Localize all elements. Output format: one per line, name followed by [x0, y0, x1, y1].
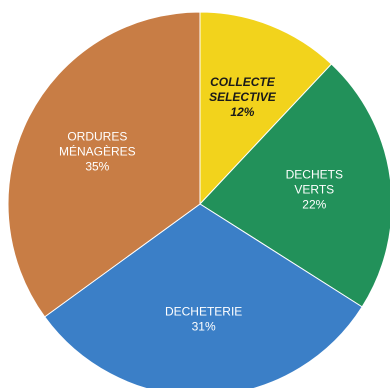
pie-slice-label-line-0-0: COLLECTE [210, 75, 276, 89]
pie-slice-3 [7, 11, 201, 318]
pie-slice-label-line-1-1: VERTS [294, 183, 334, 197]
pie-slice-label-2: DECHETERIE 31% [165, 305, 242, 334]
pie-slice-label-line-0-1: SELECTIVE [209, 90, 277, 104]
pie-slice-value-3: 35% [85, 160, 109, 174]
pie-slice-label-line-3-1: MÉNAGÈRES [59, 144, 136, 159]
pie-slice-0 [199, 11, 333, 206]
pie-slice-value-2: 31% [192, 320, 216, 334]
pie-slice-label-line-3-0: ORDURES [67, 130, 127, 144]
pie-slice-label-line-1-0: DECHETS [286, 168, 343, 182]
pie-slice-label-line-2-0: DECHETERIE [165, 305, 242, 319]
pie-slice-value-0: 12% [230, 105, 254, 119]
pie-slice-2 [43, 203, 363, 388]
pie-slice-value-1: 22% [302, 198, 326, 212]
pie-slice-label-3: ORDURES MÉNAGÈRES 35% [59, 130, 136, 174]
pie-slice-label-0: COLLECTE SELECTIVE 12% [209, 75, 277, 119]
pie-slice-1 [199, 63, 390, 308]
pie-slice-label-1: DECHETS VERTS 22% [286, 168, 343, 212]
